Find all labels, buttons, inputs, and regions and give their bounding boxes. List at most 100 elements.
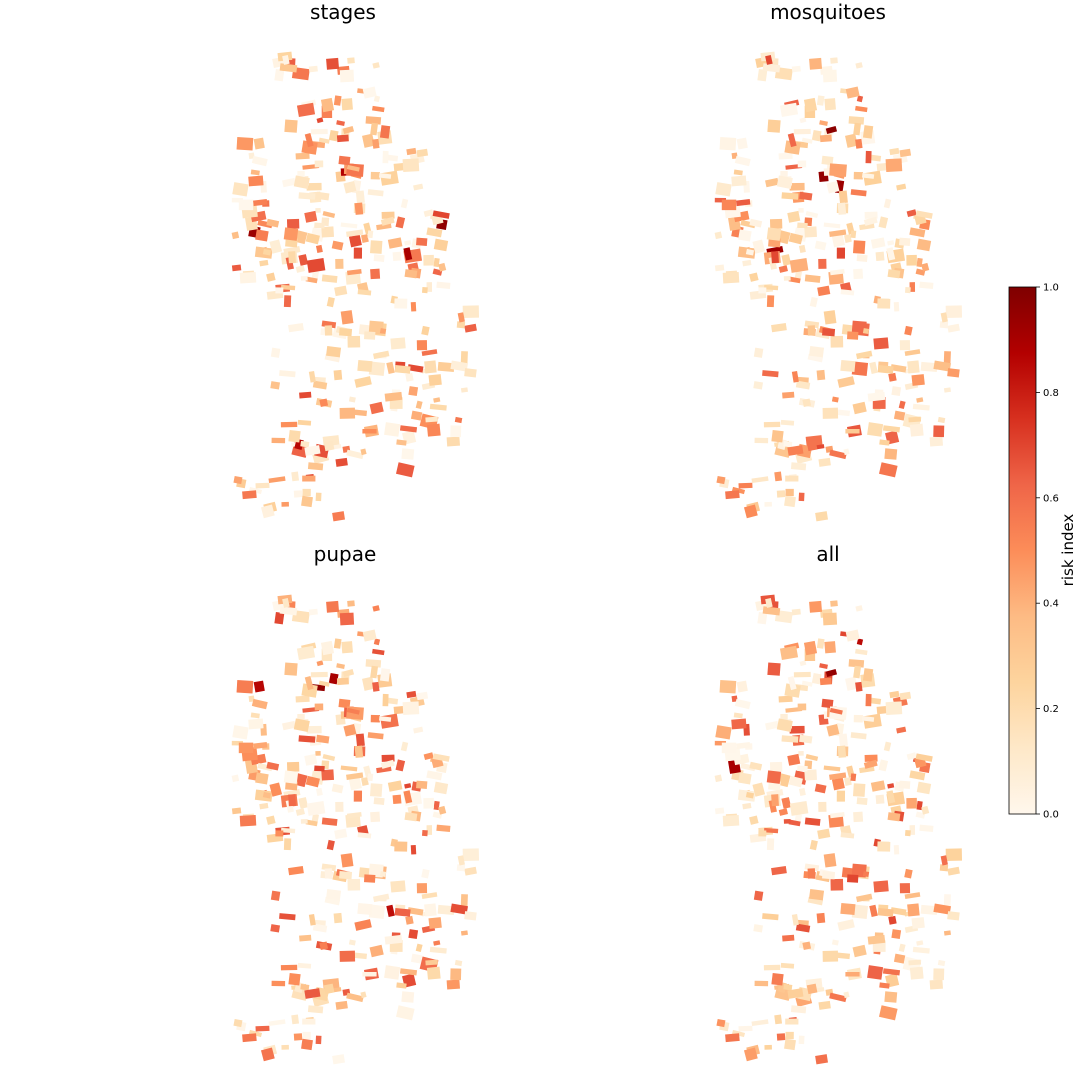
parcel: [769, 761, 783, 772]
parcel: [306, 182, 322, 191]
parcel: [896, 726, 907, 734]
parcel: [853, 811, 864, 823]
parcel: [302, 1031, 311, 1040]
parcel: [404, 783, 412, 789]
colorbar-tick-label: 0.0: [1043, 810, 1059, 821]
parcel: [829, 164, 843, 172]
parcel: [342, 668, 355, 678]
parcel: [867, 934, 886, 945]
parcel: [262, 248, 272, 256]
parcel: [875, 794, 885, 805]
parcel: [876, 705, 889, 715]
parcel: [305, 819, 318, 827]
parcel: [869, 361, 878, 375]
parcel: [365, 116, 382, 125]
parcel: [844, 777, 852, 786]
parcel: [421, 892, 438, 900]
parcel: [784, 140, 801, 155]
parcel: [305, 232, 320, 245]
parcel: [783, 275, 791, 281]
parcel: [754, 980, 769, 987]
parcel: [766, 295, 775, 308]
parcel: [877, 907, 894, 917]
parcel: [819, 134, 832, 143]
parcel: [429, 403, 447, 411]
parcel: [919, 281, 934, 290]
parcel: [807, 868, 816, 879]
parcel: [387, 154, 399, 162]
parcel: [368, 320, 384, 335]
parcel: [797, 703, 807, 711]
parcel: [872, 940, 886, 952]
parcel: [915, 753, 933, 762]
parcel: [765, 54, 773, 65]
parcel: [845, 86, 860, 99]
map-panel-all: all: [714, 542, 963, 1065]
parcel: [878, 462, 898, 478]
parcel: [400, 198, 409, 209]
parcel: [898, 400, 906, 410]
parcel: [826, 723, 840, 737]
parcel: [787, 753, 801, 766]
parcel: [426, 423, 441, 437]
parcel: [407, 907, 424, 916]
parcel: [364, 874, 376, 883]
parcel: [865, 150, 872, 164]
parcel: [242, 1033, 257, 1043]
parcel: [822, 871, 836, 880]
parcel: [410, 953, 423, 964]
parcel: [279, 913, 296, 921]
parcel: [382, 693, 389, 707]
parcel: [279, 370, 296, 378]
parcel: [299, 934, 312, 942]
parcel: [799, 734, 813, 744]
parcel: [781, 735, 799, 743]
parcel: [888, 915, 897, 925]
parcel: [304, 753, 318, 766]
parcel: [731, 695, 738, 703]
parcel: [791, 914, 799, 926]
parcel: [943, 351, 951, 364]
parcel: [306, 801, 326, 816]
parcel: [815, 1054, 828, 1065]
parcel: [909, 282, 916, 292]
parcel: [433, 940, 441, 946]
parcel: [271, 437, 286, 444]
parcel: [399, 968, 418, 976]
parcel: [408, 386, 419, 397]
parcel: [908, 416, 922, 423]
parcel: [904, 830, 911, 837]
parcel: [916, 397, 924, 403]
parcel: [867, 965, 884, 980]
parcel: [763, 284, 779, 291]
map-panel-pupae: pupae: [231, 542, 480, 1065]
parcel: [916, 781, 932, 795]
parcel: [799, 660, 807, 667]
parcel: [798, 244, 806, 253]
parcel: [403, 790, 413, 804]
parcel: [454, 959, 463, 967]
parcel: [248, 718, 264, 730]
parcel: [899, 340, 911, 351]
parcel: [845, 428, 860, 434]
parcel: [378, 716, 392, 722]
parcel: [283, 295, 292, 308]
parcel: [416, 340, 428, 351]
parcel: [804, 769, 818, 781]
parcel: [305, 775, 320, 788]
parcel: [774, 1014, 783, 1025]
parcel: [270, 347, 281, 358]
parcel: [438, 805, 447, 815]
parcel: [778, 695, 793, 703]
parcel: [308, 914, 316, 926]
parcel: [333, 369, 343, 381]
parcel: [242, 490, 257, 500]
parcel: [906, 209, 917, 218]
parcel: [815, 511, 828, 522]
parcel: [821, 698, 834, 709]
parcel: [803, 640, 818, 656]
parcel: [825, 125, 838, 135]
parcel: [236, 137, 254, 151]
parcel: [856, 254, 868, 262]
parcel: [293, 175, 310, 189]
